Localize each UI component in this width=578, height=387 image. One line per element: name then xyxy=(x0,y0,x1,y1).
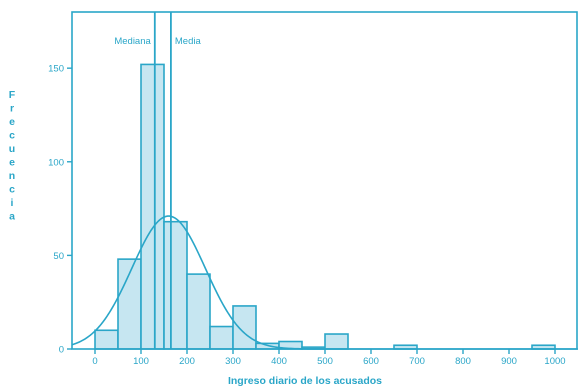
histogram-bar xyxy=(232,305,257,350)
y-axis-title-letter: c xyxy=(9,184,15,196)
y-axis-title-letter: n xyxy=(9,170,15,182)
y-axis-title-letter: e xyxy=(9,157,15,169)
axes-layer: 0 50 100 150 0 100 200 300 400 500 600 700 800 900 100… xyxy=(48,11,578,367)
x-tick-label: 700 xyxy=(409,356,425,367)
y-axis-title-letter: u xyxy=(9,143,15,155)
y-tick-label: 50 xyxy=(53,251,64,262)
reference-lines-layer: Mediana Media xyxy=(114,12,201,349)
histogram-bar xyxy=(186,273,211,350)
histogram-bar xyxy=(140,63,165,350)
mean-label: Media xyxy=(175,36,202,47)
bars-layer xyxy=(94,63,556,350)
median-label: Mediana xyxy=(114,36,151,47)
y-tick-label: 100 xyxy=(48,157,64,168)
y-axis-title-letter: c xyxy=(9,130,15,142)
x-tick-label: 300 xyxy=(225,356,241,367)
y-tick-label: 150 xyxy=(48,64,64,75)
histogram-bar xyxy=(163,220,188,350)
y-tick-label: 0 xyxy=(59,345,64,356)
x-tick-label: 900 xyxy=(501,356,517,367)
x-tick-label: 1000 xyxy=(544,356,565,367)
x-tick-label: 0 xyxy=(92,356,97,367)
x-tick-label: 600 xyxy=(363,356,379,367)
x-tick-label: 200 xyxy=(179,356,195,367)
y-axis-title-letter: F xyxy=(9,89,16,101)
y-axis-title-letter: r xyxy=(10,103,14,115)
x-tick-label: 500 xyxy=(317,356,333,367)
y-axis-title-letter: i xyxy=(11,197,14,209)
histogram-bar xyxy=(209,325,234,350)
x-tick-label: 800 xyxy=(455,356,471,367)
histogram-bar xyxy=(94,329,119,350)
y-axis-title-letter: a xyxy=(9,211,15,223)
x-tick-label: 100 xyxy=(133,356,149,367)
histogram-bar xyxy=(324,333,349,350)
x-axis-title: Ingreso diario de los acusados xyxy=(228,375,382,387)
y-axis-title-letter: e xyxy=(9,116,15,128)
x-tick-label: 400 xyxy=(271,356,287,367)
